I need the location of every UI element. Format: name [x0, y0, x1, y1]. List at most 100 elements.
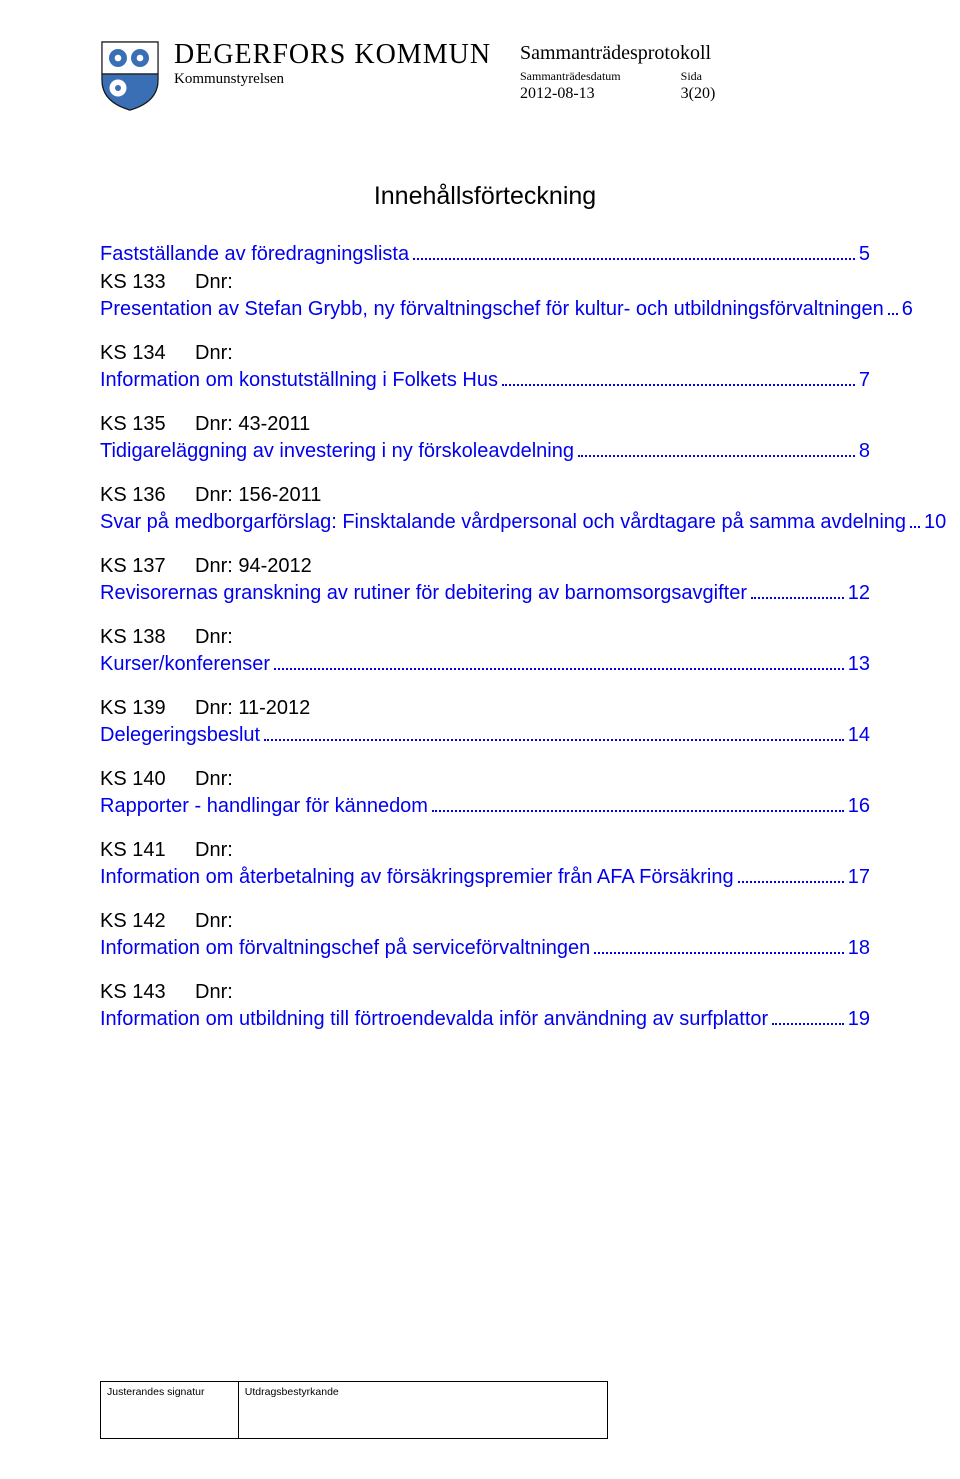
- toc-entry: KS 138Dnr:Kurser/konferenser 13: [100, 626, 870, 679]
- toc-entry-desc: Information om utbildning till förtroend…: [100, 1004, 768, 1034]
- toc-entry-meta: KS 138Dnr:: [100, 626, 870, 649]
- toc-entry-desc: Tidigareläggning av investering i ny för…: [100, 436, 574, 466]
- toc-entry-meta: KS 134Dnr:: [100, 342, 870, 365]
- toc-entry-desc: Information om konstutställning i Folket…: [100, 365, 498, 395]
- toc-entry: KS 142Dnr:Information om förvaltningsche…: [100, 910, 870, 963]
- header-right: Sammanträdesprotokoll Sammanträdesdatum …: [520, 42, 715, 103]
- page-number-value: 3(20): [681, 85, 716, 103]
- municipality-name: DEGERFORS KOMMUN: [174, 40, 491, 69]
- toc-entry-ks: KS 142: [100, 910, 195, 933]
- page-number: Sida 3(20): [681, 69, 716, 103]
- toc-link[interactable]: Information om utbildning till förtroend…: [100, 1004, 870, 1034]
- toc-entry-dnr: Dnr:: [195, 342, 233, 364]
- toc-entry-page: 6: [902, 294, 913, 324]
- toc-link[interactable]: Presentation av Stefan Grybb, ny förvalt…: [100, 294, 870, 324]
- toc-entry-page: 12: [848, 578, 870, 608]
- toc-link[interactable]: Information om förvaltningschef på servi…: [100, 933, 870, 963]
- toc-entry-desc: Kurser/konferenser: [100, 649, 270, 679]
- toc-entry-page: 13: [848, 649, 870, 679]
- toc-entry-ks: KS 140: [100, 768, 195, 791]
- toc-entry-page: 10: [924, 507, 946, 537]
- toc-leader-dots: [751, 579, 844, 599]
- toc-link[interactable]: Tidigareläggning av investering i ny för…: [100, 436, 870, 466]
- document-type: Sammanträdesprotokoll: [520, 42, 715, 65]
- toc-entry-page: 18: [848, 933, 870, 963]
- toc-link[interactable]: Revisorernas granskning av rutiner för d…: [100, 578, 870, 608]
- toc-entry-meta: KS 141Dnr:: [100, 839, 870, 862]
- toc-entry-title: Fastställande av föredragningslista: [100, 239, 409, 269]
- board-name: Kommunstyrelsen: [174, 71, 491, 88]
- toc-entry-dnr: Dnr:: [195, 768, 233, 790]
- toc-leader-dots: [274, 650, 844, 670]
- toc-entry-ks: KS 136: [100, 484, 195, 507]
- toc-entry-dnr: Dnr:: [195, 839, 233, 861]
- toc-entry-dnr: Dnr:: [195, 626, 233, 648]
- signature-cell: Justerandes signatur: [101, 1382, 239, 1439]
- toc-link[interactable]: Information om konstutställning i Folket…: [100, 365, 870, 395]
- toc-entry-dnr: Dnr:: [195, 910, 233, 932]
- toc-link[interactable]: Rapporter - handlingar för kännedom16: [100, 791, 870, 821]
- toc-entry-ks: KS 137: [100, 555, 195, 578]
- toc-entry-meta: KS 137Dnr: 94-2012: [100, 555, 870, 578]
- toc-entry: KS 141Dnr:Information om återbetalning a…: [100, 839, 870, 892]
- toc-link[interactable]: Svar på medborgarförslag: Finsktalande v…: [100, 507, 870, 537]
- meeting-date: Sammanträdesdatum 2012-08-13: [520, 69, 621, 103]
- toc-leader-dots: [910, 508, 920, 528]
- toc-leader-dots: [432, 792, 844, 812]
- toc-leader-dots: [594, 934, 843, 954]
- toc-link[interactable]: Delegeringsbeslut14: [100, 720, 870, 750]
- toc-entry: KS 134Dnr:Information om konstutställnin…: [100, 342, 870, 395]
- toc-leader-dots: [264, 721, 844, 741]
- toc-entry-desc: Information om förvaltningschef på servi…: [100, 933, 590, 963]
- toc-link[interactable]: Information om återbetalning av försäkri…: [100, 862, 870, 892]
- toc-entry-ks: KS 138: [100, 626, 195, 649]
- toc-entry: KS 139Dnr: 11-2012Delegeringsbeslut14: [100, 697, 870, 750]
- page-footer: Justerandes signatur Utdragsbestyrkande: [100, 1381, 870, 1439]
- toc-entry-ks: KS 134: [100, 342, 195, 365]
- toc-entry-dnr: Dnr: 156-2011: [195, 484, 321, 506]
- toc-entry: KS 135Dnr: 43-2011Tidigareläggning av in…: [100, 413, 870, 466]
- toc-entry: KS 143Dnr:Information om utbildning till…: [100, 981, 870, 1034]
- toc-entry-dnr: Dnr: 43-2011: [195, 413, 310, 435]
- toc-entry: KS 137Dnr: 94-2012Revisorernas gransknin…: [100, 555, 870, 608]
- toc-entry-ks: KS 139: [100, 697, 195, 720]
- toc-link[interactable]: Fastställande av föredragningslista 5: [100, 239, 870, 269]
- toc-entry-ks: KS 143: [100, 981, 195, 1004]
- toc-entry-dnr: Dnr: 11-2012: [195, 697, 310, 719]
- toc-leader-dots: [578, 437, 855, 457]
- toc-entry: KS 140Dnr:Rapporter - handlingar för kän…: [100, 768, 870, 821]
- toc-entry-desc: Svar på medborgarförslag: Finsktalande v…: [100, 507, 906, 537]
- toc-entry-desc: Revisorernas granskning av rutiner för d…: [100, 578, 747, 608]
- bestyrk-cell: Utdragsbestyrkande: [238, 1382, 607, 1439]
- toc-entry-meta: KS 143Dnr:: [100, 981, 870, 1004]
- meeting-date-label: Sammanträdesdatum: [520, 69, 621, 84]
- toc-entry: KS 136Dnr: 156-2011Svar på medborgarförs…: [100, 484, 870, 537]
- page-header: DEGERFORS KOMMUN Kommunstyrelsen: [100, 40, 870, 112]
- toc-entry-meta: KS 142Dnr:: [100, 910, 870, 933]
- toc-entry-page: 16: [848, 791, 870, 821]
- toc-entry-meta: KS 136Dnr: 156-2011: [100, 484, 870, 507]
- toc-entry-ks: KS 133: [100, 271, 195, 294]
- toc-title: Innehållsförteckning: [100, 182, 870, 211]
- toc-entry-page: 17: [848, 862, 870, 892]
- page: DEGERFORS KOMMUN Kommunstyrelsen Sammant…: [0, 0, 960, 1479]
- toc-entry-meta: KS 135Dnr: 43-2011: [100, 413, 870, 436]
- meeting-date-value: 2012-08-13: [520, 85, 621, 103]
- toc-entry-page: 8: [859, 436, 870, 466]
- toc-entry-page: 5: [859, 239, 870, 269]
- toc-entry-dnr: Dnr:: [195, 271, 233, 293]
- toc-leader-dots: [772, 1005, 844, 1025]
- toc-leader-dots: [888, 295, 898, 315]
- page-number-label: Sida: [681, 69, 716, 84]
- toc-entry-meta: KS 139Dnr: 11-2012: [100, 697, 870, 720]
- toc-body: Fastställande av föredragningslista5KS 1…: [100, 239, 870, 1034]
- toc-leader-dots: [738, 863, 844, 883]
- toc-link[interactable]: Kurser/konferenser 13: [100, 649, 870, 679]
- toc-leader-dots: [413, 240, 855, 260]
- toc-entry-desc: Delegeringsbeslut: [100, 720, 260, 750]
- toc-entry-meta: KS 133Dnr:: [100, 271, 870, 294]
- toc-leader-dots: [502, 366, 855, 386]
- toc-entry-ks: KS 135: [100, 413, 195, 436]
- toc-entry: Fastställande av föredragningslista5KS 1…: [100, 239, 870, 324]
- toc-entry-dnr: Dnr:: [195, 981, 233, 1003]
